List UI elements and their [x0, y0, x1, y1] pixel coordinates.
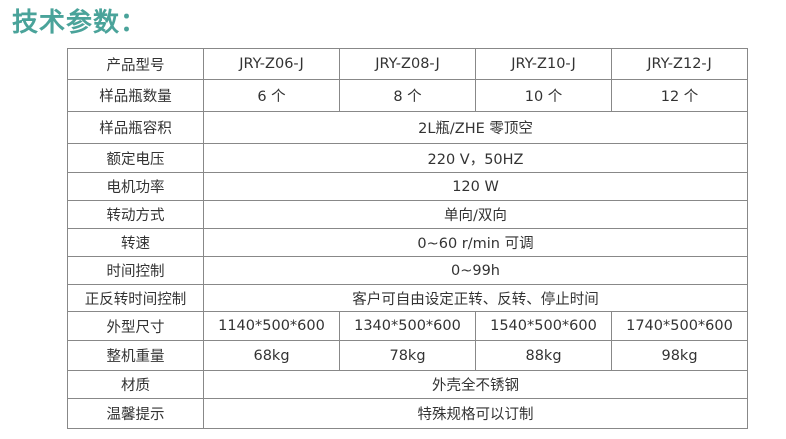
table-cell-merged: 2L瓶/ZHE 零顶空 [203, 111, 748, 144]
table-cell: JRY-Z08-J [339, 48, 476, 80]
table-cell: 8 个 [339, 79, 476, 112]
table-cell: 1540*500*600 [475, 311, 612, 341]
table-cell: 10 个 [475, 79, 612, 112]
table-cell: 1340*500*600 [339, 311, 476, 341]
table-cell: 1140*500*600 [203, 311, 340, 341]
table-cell-merged: 220 V，50HZ [203, 143, 748, 173]
table-row: 样品瓶容积 2L瓶/ZHE 零顶空 [67, 111, 748, 144]
table-cell: 78kg [339, 340, 476, 371]
table-cell-merged: 客户可自由设定正转、反转、停止时间 [203, 284, 748, 312]
table-cell: 1740*500*600 [611, 311, 748, 341]
table-cell: JRY-Z12-J [611, 48, 748, 80]
table-row: 材质 外壳全不锈钢 [67, 370, 748, 399]
row-label: 材质 [67, 370, 204, 399]
table-cell-merged: 外壳全不锈钢 [203, 370, 748, 399]
row-label: 样品瓶数量 [67, 79, 204, 112]
row-label: 转速 [67, 228, 204, 257]
row-label: 产品型号 [67, 48, 204, 80]
row-label: 额定电压 [67, 143, 204, 173]
table-row: 外型尺寸 1140*500*600 1340*500*600 1540*500*600… [67, 311, 748, 341]
spec-table: 产品型号 JRY-Z06-J JRY-Z08-J JRY-Z10-J JRY-Z12-J… [67, 48, 748, 429]
table-cell: 98kg [611, 340, 748, 371]
table-cell: 6 个 [203, 79, 340, 112]
table-row: 额定电压 220 V，50HZ [67, 143, 748, 173]
table-cell-merged: 特殊规格可以订制 [203, 398, 748, 429]
table-row: 温馨提示 特殊规格可以订制 [67, 398, 748, 429]
table-row: 正反转时间控制 客户可自由设定正转、反转、停止时间 [67, 284, 748, 312]
row-label: 电机功率 [67, 172, 204, 201]
row-label: 外型尺寸 [67, 311, 204, 341]
row-label: 整机重量 [67, 340, 204, 371]
table-cell: 88kg [475, 340, 612, 371]
table-cell-merged: 0~60 r/min 可调 [203, 228, 748, 257]
table-row: 时间控制 0~99h [67, 256, 748, 285]
table-row: 转速 0~60 r/min 可调 [67, 228, 748, 257]
table-cell: JRY-Z10-J [475, 48, 612, 80]
table-cell: JRY-Z06-J [203, 48, 340, 80]
row-label: 转动方式 [67, 200, 204, 229]
table-row: 产品型号 JRY-Z06-J JRY-Z08-J JRY-Z10-J JRY-Z12-J [67, 48, 748, 80]
row-label: 时间控制 [67, 256, 204, 285]
row-label: 样品瓶容积 [67, 111, 204, 144]
table-cell-merged: 单向/双向 [203, 200, 748, 229]
table-cell-merged: 120 W [203, 172, 748, 201]
table-row: 电机功率 120 W [67, 172, 748, 201]
table-cell-merged: 0~99h [203, 256, 748, 285]
table-row: 整机重量 68kg 78kg 88kg 98kg [67, 340, 748, 371]
table-row: 转动方式 单向/双向 [67, 200, 748, 229]
page-title: 技术参数： [12, 8, 148, 38]
row-label: 正反转时间控制 [67, 284, 204, 312]
table-cell: 12 个 [611, 79, 748, 112]
table-cell: 68kg [203, 340, 340, 371]
row-label: 温馨提示 [67, 398, 204, 429]
